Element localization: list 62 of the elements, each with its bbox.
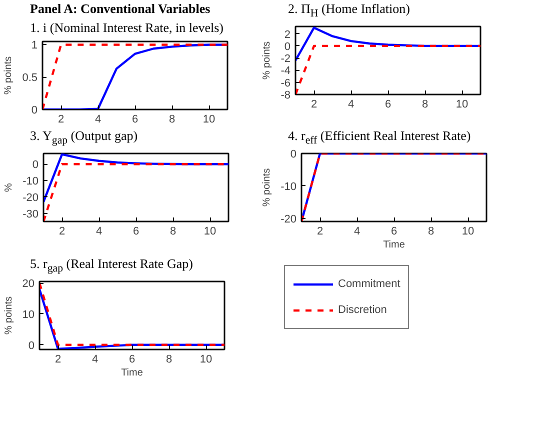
chart-title: 3. Y$_{gap}$ (Output gap) — [30, 127, 138, 149]
line-series — [42, 44, 228, 110]
x-tick-label: 10 — [204, 226, 216, 238]
y-tick-label: 2 — [284, 28, 291, 41]
y-tick-label: -8 — [280, 90, 290, 102]
y-tick-label: -10 — [280, 181, 297, 194]
x-tick-label: 6 — [132, 226, 140, 238]
y-tick-label: -20 — [22, 192, 39, 204]
x-axis-title: Time — [121, 368, 144, 379]
x-tick-label: 2 — [58, 226, 66, 238]
x-tick-label: 2 — [310, 98, 318, 111]
y-tick-label: -30 — [22, 208, 39, 220]
x-tick-label: 10 — [202, 114, 216, 126]
chart-subtitle: 1. i (Nominal Interest Rate, in levels) — [30, 18, 224, 37]
y-tick-label: -10 — [22, 176, 39, 188]
x-tick-label: 8 — [166, 354, 172, 366]
legend-label: Discretion — [338, 304, 387, 316]
y-axis-title: % points — [262, 41, 273, 80]
x-tick-label: 8 — [422, 98, 428, 111]
x-tick-label: 8 — [168, 114, 176, 126]
line-series — [296, 26, 480, 62]
y-axis-title: % — [4, 183, 15, 192]
y-tick-label: 0 — [284, 40, 291, 53]
legend-label: Commitment — [338, 278, 400, 290]
x-tick-label: 6 — [132, 114, 138, 126]
y-tick-label: 1 — [31, 40, 38, 52]
chart-title: 2. Π$_{H}$ (Home Inflation) — [288, 0, 410, 22]
x-tick-label: 4 — [354, 226, 360, 238]
y-tick-label: 10 — [22, 309, 35, 322]
y-tick-label: -6 — [280, 77, 290, 90]
x-tick-label: 10 — [462, 226, 474, 238]
x-tick-label: 8 — [428, 226, 434, 238]
chart-title: 5. r$_{gap}$ (Real Interest Rate Gap) — [30, 255, 193, 277]
line-series — [44, 154, 228, 204]
y-tick-label: 0 — [31, 104, 38, 117]
x-tick-label: 4 — [92, 354, 98, 366]
x-tick-label: 4 — [94, 114, 102, 126]
x-tick-label: 6 — [128, 354, 136, 366]
x-tick-label: 4 — [348, 98, 354, 111]
y-tick-label: 0 — [290, 148, 297, 161]
x-tick-label: 4 — [96, 226, 102, 238]
y-tick-label: 20 — [22, 278, 35, 290]
y-tick-label: -20 — [280, 213, 297, 226]
x-tick-label: 10 — [456, 98, 468, 111]
x-tick-label: 6 — [390, 226, 398, 238]
x-tick-label: 2 — [316, 226, 324, 238]
x-tick-label: 2 — [58, 114, 64, 126]
chart-title: 4. r$_{eff}$ (Efficient Real Interest Rate) — [288, 127, 471, 149]
y-axis-title: % points — [3, 56, 14, 95]
y-tick-label: -2 — [280, 53, 290, 66]
y-tick-label: 0 — [28, 340, 35, 352]
y-axis-title: % points — [262, 168, 273, 207]
x-tick-label: 10 — [200, 354, 212, 366]
x-tick-label: 8 — [170, 226, 176, 238]
x-axis-title: Time — [383, 240, 406, 251]
x-tick-label: 6 — [384, 98, 392, 111]
y-tick-label: 0.5 — [22, 72, 38, 84]
y-tick-label: 0 — [32, 159, 39, 172]
y-tick-label: -4 — [280, 65, 290, 78]
chart-title: Panel A: Conventional Variables — [30, 0, 210, 18]
x-tick-label: 2 — [54, 354, 62, 366]
y-axis-title: % points — [3, 296, 14, 335]
